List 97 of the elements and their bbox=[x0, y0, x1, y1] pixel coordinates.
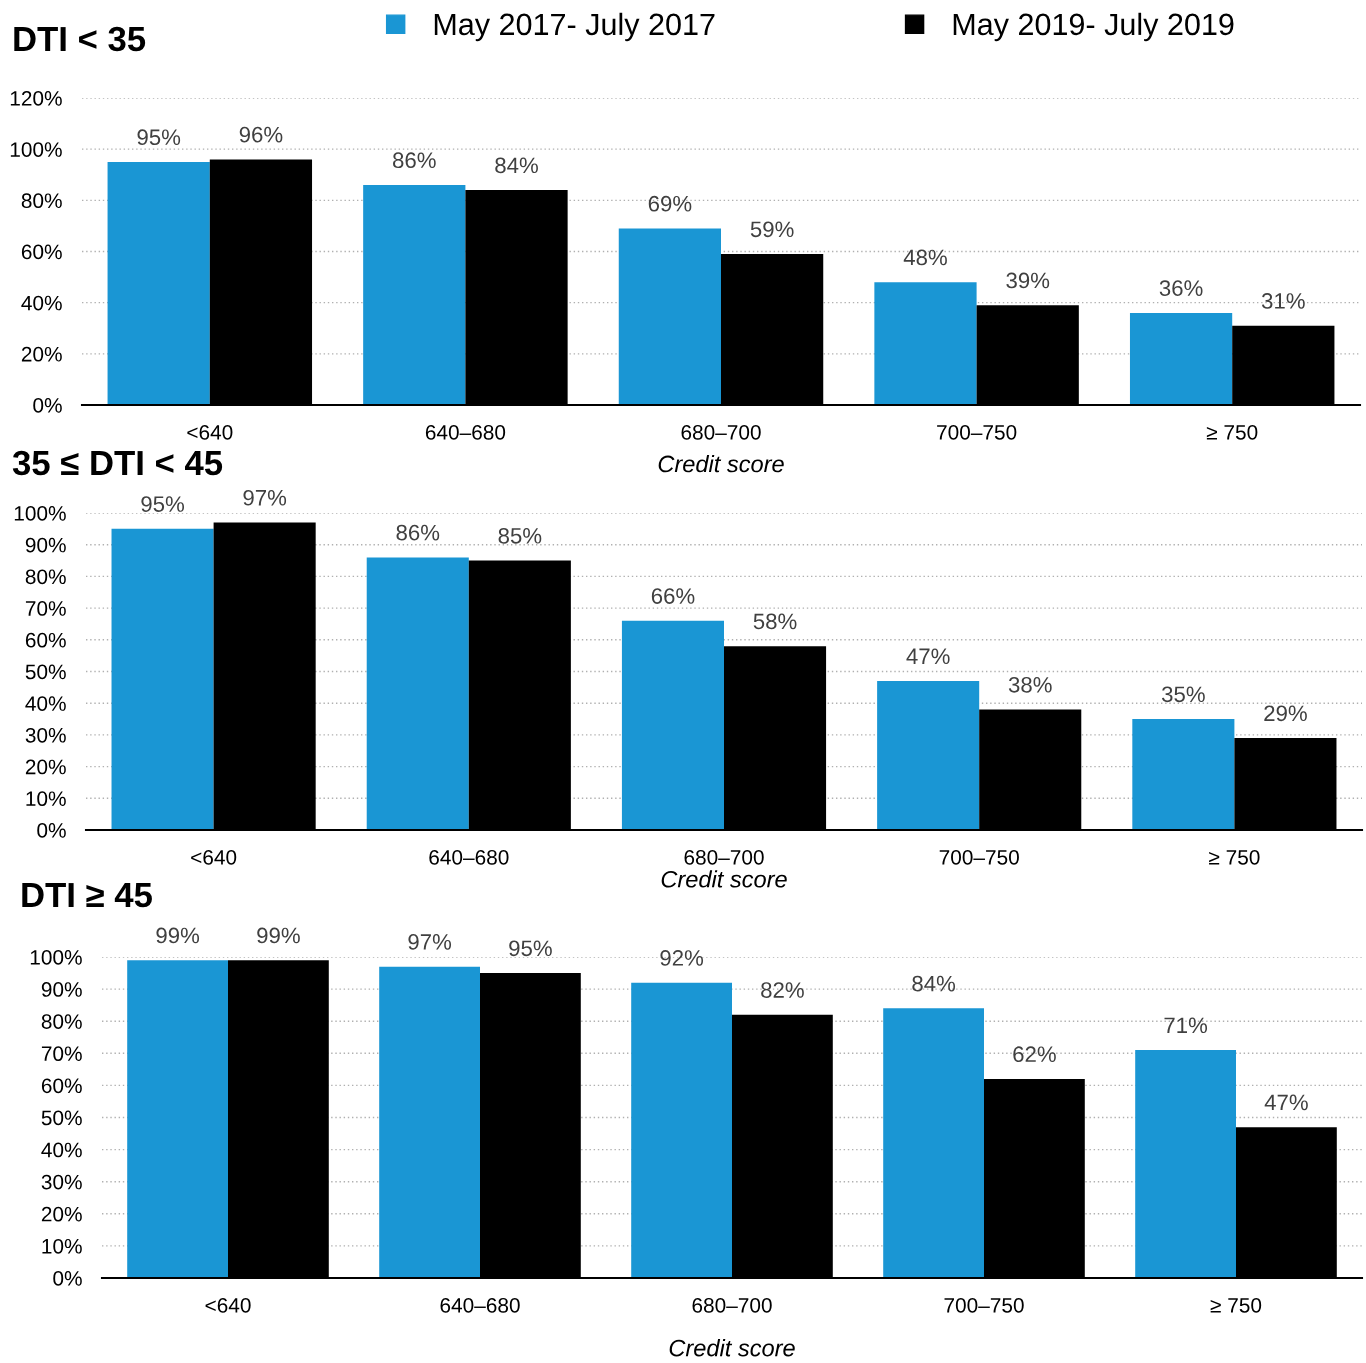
y-tick-label: 50% bbox=[25, 664, 66, 680]
y-tick-label: 60% bbox=[25, 632, 66, 648]
x-tick-label: 640–680 bbox=[440, 1297, 520, 1313]
x-axis-title: Credit score bbox=[661, 870, 787, 888]
data-label: 92% bbox=[660, 950, 704, 966]
y-tick-label: 80% bbox=[21, 193, 62, 209]
x-tick-label: ≥ 750 bbox=[1206, 424, 1258, 440]
data-label: 99% bbox=[156, 927, 200, 944]
chart-title: 35 ≤ DTI < 45 bbox=[12, 450, 223, 476]
bar bbox=[883, 1008, 984, 1278]
y-tick-label: 60% bbox=[41, 1078, 82, 1094]
data-label: 84% bbox=[495, 157, 538, 174]
data-label: 62% bbox=[1013, 1046, 1056, 1063]
y-tick-label: 40% bbox=[41, 1142, 82, 1158]
data-label: 86% bbox=[393, 152, 436, 169]
bar bbox=[631, 982, 732, 1278]
data-label: 48% bbox=[903, 249, 947, 266]
y-tick-label: 90% bbox=[41, 982, 82, 997]
y-tick-label: 40% bbox=[25, 696, 66, 711]
data-label: 39% bbox=[1006, 272, 1050, 289]
bar bbox=[379, 966, 480, 1278]
y-tick-label: 80% bbox=[41, 1014, 82, 1029]
bar bbox=[618, 228, 721, 405]
y-tick-label: 80% bbox=[25, 569, 66, 585]
data-label: 47% bbox=[906, 648, 950, 665]
data-label: 47% bbox=[1264, 1094, 1308, 1111]
data-label: 97% bbox=[243, 489, 287, 506]
data-label: 29% bbox=[1264, 705, 1307, 722]
data-label: 95% bbox=[509, 940, 552, 957]
x-tick-label: 640–680 bbox=[425, 424, 506, 440]
bar bbox=[1132, 719, 1235, 830]
chart-title: DTI < 35 bbox=[14, 26, 146, 52]
x-tick-label: <640 bbox=[191, 849, 237, 865]
x-tick-label: 700–750 bbox=[944, 1297, 1024, 1313]
data-label: 31% bbox=[1261, 293, 1305, 309]
data-label: 85% bbox=[498, 527, 542, 544]
y-tick-label: 40% bbox=[21, 295, 62, 311]
bar bbox=[127, 960, 228, 1278]
x-tick-label: 680–700 bbox=[692, 1297, 772, 1313]
x-tick-label: ≥ 750 bbox=[1209, 849, 1260, 865]
x-tick-label: <640 bbox=[187, 424, 233, 440]
x-axis-title: Credit score bbox=[658, 454, 784, 473]
bar bbox=[874, 282, 977, 405]
legend-label: May 2017- July 2017 bbox=[434, 12, 715, 42]
data-label: 69% bbox=[648, 195, 692, 212]
bar bbox=[366, 557, 469, 830]
y-tick-label: 70% bbox=[41, 1046, 82, 1062]
data-label: 58% bbox=[753, 613, 797, 630]
data-label: 66% bbox=[651, 588, 695, 604]
data-label: 97% bbox=[408, 934, 452, 950]
x-tick-label: 640–680 bbox=[429, 849, 509, 865]
data-label: 95% bbox=[141, 496, 185, 512]
x-tick-label: 680–700 bbox=[684, 849, 764, 865]
x-axis-title: Credit score bbox=[669, 1339, 795, 1357]
x-tick-label: 700–750 bbox=[937, 424, 1017, 440]
bar bbox=[621, 620, 724, 830]
bar bbox=[1129, 312, 1233, 405]
data-label: 35% bbox=[1161, 686, 1205, 703]
y-tick-label: 0% bbox=[53, 1271, 82, 1286]
y-tick-label: 100% bbox=[30, 950, 82, 965]
data-label: 71% bbox=[1164, 1017, 1208, 1034]
legend-label: May 2019- July 2019 bbox=[953, 12, 1234, 42]
data-label: 38% bbox=[1008, 676, 1052, 693]
y-tick-label: 90% bbox=[25, 537, 66, 553]
y-tick-label: 100% bbox=[10, 142, 62, 157]
chart-title: DTI ≥ 45 bbox=[22, 883, 152, 908]
bar bbox=[363, 184, 466, 405]
y-tick-label: 100% bbox=[14, 506, 66, 521]
y-tick-label: 30% bbox=[41, 1174, 82, 1190]
y-tick-label: 60% bbox=[21, 244, 62, 260]
y-tick-label: 70% bbox=[25, 601, 66, 616]
bar bbox=[1135, 1050, 1236, 1278]
x-tick-label: ≥ 750 bbox=[1210, 1297, 1262, 1313]
data-label: 82% bbox=[761, 982, 804, 998]
bar bbox=[877, 681, 980, 830]
y-tick-label: 30% bbox=[25, 727, 66, 743]
bar bbox=[107, 161, 210, 405]
data-label: 95% bbox=[137, 129, 181, 146]
y-tick-label: 0% bbox=[33, 398, 62, 413]
data-label: 36% bbox=[1159, 280, 1203, 297]
y-tick-label: 10% bbox=[26, 791, 66, 807]
y-tick-label: 20% bbox=[21, 346, 62, 362]
x-tick-label: <640 bbox=[205, 1297, 251, 1313]
y-tick-label: 120% bbox=[10, 91, 62, 106]
data-label: 84% bbox=[912, 975, 956, 992]
x-tick-label: 700–750 bbox=[939, 849, 1019, 865]
y-tick-label: 50% bbox=[41, 1110, 82, 1126]
data-label: 86% bbox=[396, 524, 440, 541]
data-label: 96% bbox=[239, 126, 283, 143]
data-label: 99% bbox=[257, 927, 300, 944]
data-label: 59% bbox=[750, 221, 794, 238]
y-tick-label: 20% bbox=[25, 759, 66, 775]
bar bbox=[111, 528, 214, 830]
y-tick-label: 10% bbox=[42, 1238, 82, 1254]
x-tick-label: 680–700 bbox=[681, 424, 761, 440]
y-tick-label: 0% bbox=[37, 823, 66, 838]
y-tick-label: 20% bbox=[41, 1206, 82, 1222]
